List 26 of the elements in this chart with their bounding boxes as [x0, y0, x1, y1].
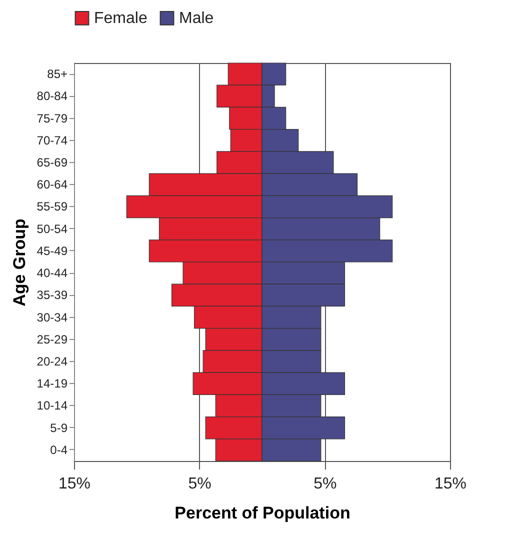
- y-tick-label: 60-64: [36, 178, 68, 192]
- y-tick-label: 30-34: [36, 310, 68, 324]
- y-tick-label: 10-14: [36, 398, 68, 413]
- x-tick-label: 5%: [314, 476, 337, 492]
- x-tick-label: 15%: [434, 476, 467, 492]
- x-tick-label: 5%: [188, 476, 212, 492]
- y-axis-title: Age Group: [10, 218, 29, 306]
- y-tick-label: 85+: [47, 67, 68, 82]
- y-tick-label: 50-54: [36, 222, 68, 236]
- x-axis-title: Percent of Population: [174, 504, 350, 522]
- y-tick-label: 65-69: [36, 156, 68, 170]
- x-tick-label: 15%: [58, 476, 91, 492]
- legend-label: Female: [94, 10, 148, 28]
- y-tick-label: 20-24: [36, 354, 68, 368]
- y-tick-label: 75-79: [36, 111, 68, 126]
- y-tick-label: 55-59: [36, 200, 68, 214]
- y-tick-label: 45-49: [36, 244, 68, 258]
- y-tick-label: 70-74: [36, 133, 68, 148]
- y-tick-label: 40-44: [36, 266, 68, 280]
- y-tick-label: 0-4: [50, 442, 68, 457]
- y-tick-label: 14-19: [36, 376, 68, 391]
- y-tick-label: 25-29: [36, 332, 68, 346]
- legend-label: Male: [179, 10, 214, 28]
- y-tick-label: 80-84: [36, 89, 68, 104]
- y-tick-label: 5-9: [50, 420, 68, 435]
- y-tick-label: 35-39: [36, 288, 68, 302]
